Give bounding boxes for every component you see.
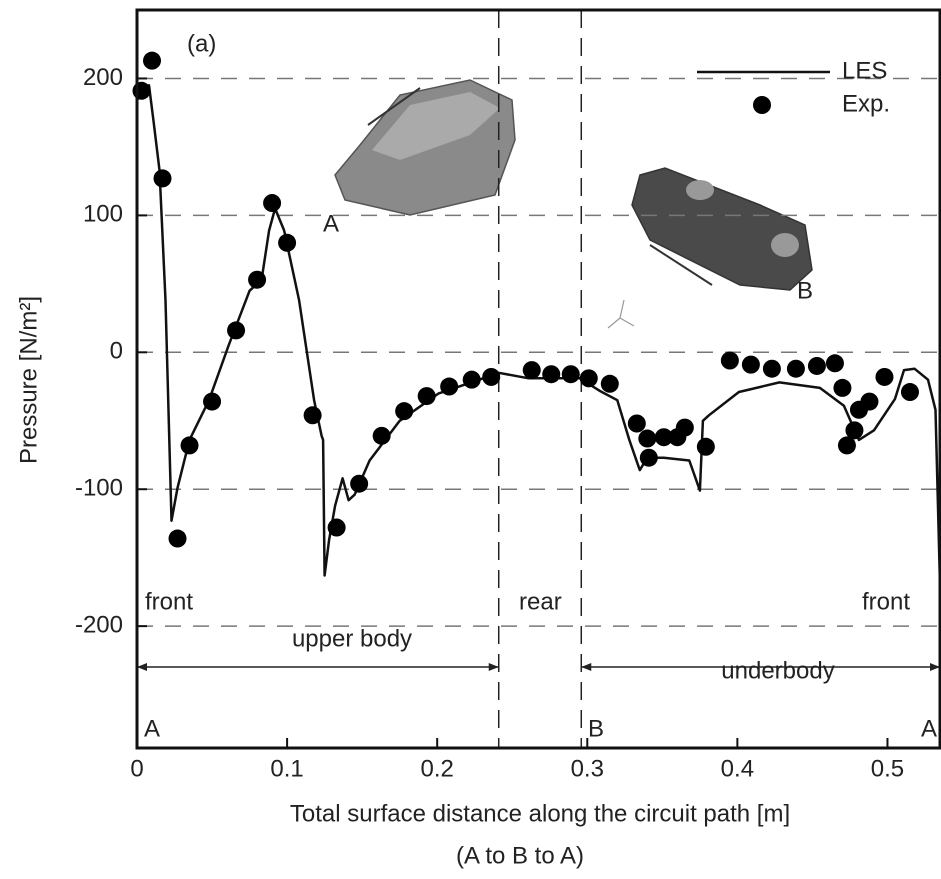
exp-point: [372, 426, 391, 445]
exp-point: [153, 169, 172, 188]
annotation: underbody: [721, 657, 834, 684]
exp-point: [561, 365, 580, 384]
annotation: (a): [187, 30, 216, 57]
annotation: B: [588, 715, 604, 742]
exp-point: [741, 355, 760, 374]
exp-point: [278, 233, 297, 252]
y-tick-label: -200: [75, 611, 123, 638]
exp-point: [180, 436, 199, 455]
exp-point: [168, 529, 187, 548]
exp-point: [327, 518, 346, 537]
legend-marker: [753, 96, 771, 114]
exp-point: [132, 81, 151, 100]
x-tick-label: 0.5: [871, 755, 904, 782]
x-axis-label: Total surface distance along the circuit…: [290, 800, 790, 827]
annotation: B: [797, 277, 813, 304]
exp-point: [875, 367, 894, 386]
exp-point: [845, 421, 864, 440]
exp-point: [462, 370, 481, 389]
exp-point: [395, 402, 414, 421]
exp-point: [825, 354, 844, 373]
car-a-illustration: [334, 79, 516, 216]
exp-point: [248, 270, 267, 289]
y-tick-label: 0: [110, 338, 123, 365]
annotation: front: [145, 588, 193, 615]
exp-point: [639, 448, 658, 467]
exp-point: [627, 414, 646, 433]
annotation: A: [144, 715, 160, 742]
exp-point: [522, 361, 541, 380]
x-tick-label: 0: [130, 755, 143, 782]
exp-point: [542, 365, 561, 384]
legend-label: LES: [842, 57, 887, 84]
exp-point: [417, 387, 436, 406]
legend-label: Exp.: [842, 90, 890, 117]
x-tick-label: 0.3: [571, 755, 604, 782]
exp-point: [440, 377, 459, 396]
y-axis-label: Pressure [N/m²]: [15, 296, 42, 464]
annotation: rear: [519, 588, 562, 615]
exp-point: [303, 406, 322, 425]
exp-point: [579, 369, 598, 388]
exp-point: [837, 436, 856, 455]
x-tick-label: 0.2: [420, 755, 453, 782]
exp-point: [203, 392, 222, 411]
exp-point: [807, 356, 826, 375]
exp-point: [143, 51, 162, 70]
x-tick-label: 0.1: [270, 755, 303, 782]
annotation: A: [921, 715, 937, 742]
les-line: [135, 84, 941, 586]
y-tick-label: 200: [83, 64, 123, 91]
plot-frame: [135, 8, 941, 750]
annotation: front: [862, 588, 910, 615]
exp-point: [860, 392, 879, 411]
y-tick-label: 100: [83, 201, 123, 228]
exp-point: [720, 351, 739, 370]
y-tick-label: -100: [75, 475, 123, 502]
exp-point: [675, 418, 694, 437]
x-tick-label: 0.4: [721, 755, 754, 782]
car-b-illustration: [607, 167, 813, 329]
exp-point: [762, 359, 781, 378]
exp-point: [263, 194, 282, 213]
annotation: A: [323, 210, 339, 237]
x-axis-label: (A to B to A): [456, 842, 584, 869]
exp-point: [654, 428, 673, 447]
exp-point: [482, 367, 501, 386]
exp-point: [600, 374, 619, 393]
exp-point: [638, 429, 657, 448]
exp-point: [227, 321, 246, 340]
exp-point: [350, 474, 369, 493]
annotation: upper body: [292, 625, 412, 652]
exp-point: [900, 383, 919, 402]
exp-point: [786, 359, 805, 378]
exp-point: [833, 378, 852, 397]
exp-point: [696, 437, 715, 456]
